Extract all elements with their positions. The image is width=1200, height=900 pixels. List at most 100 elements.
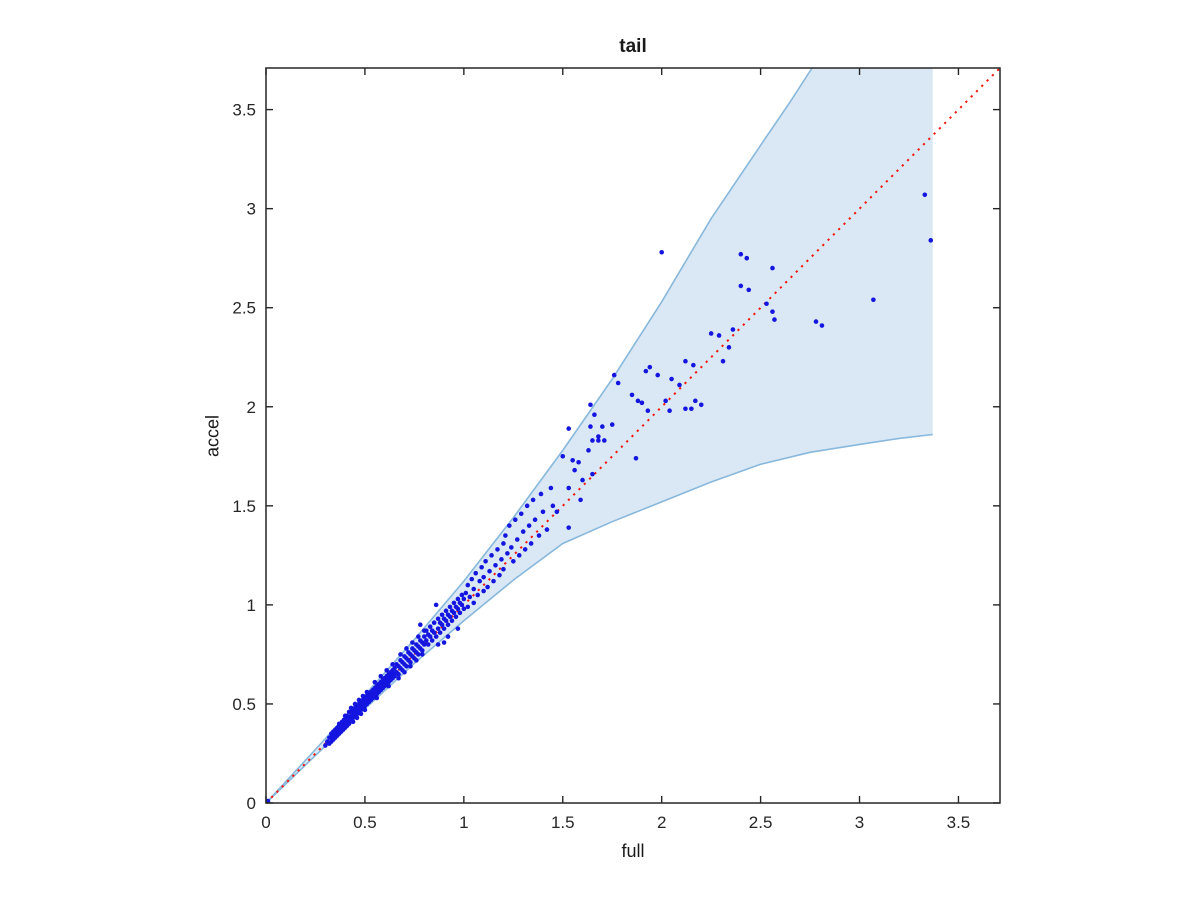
y-tick-label: 2 — [247, 398, 256, 417]
data-point — [586, 448, 591, 453]
data-point — [445, 634, 451, 639]
data-point — [566, 485, 572, 491]
data-point — [544, 527, 550, 532]
data-point — [489, 553, 494, 558]
data-point — [609, 422, 615, 427]
data-point — [439, 612, 445, 618]
data-point — [633, 455, 639, 461]
data-point — [643, 368, 649, 374]
data-point — [467, 594, 473, 600]
data-point — [374, 695, 380, 701]
data-point — [813, 319, 819, 324]
data-point — [421, 642, 427, 647]
data-point — [580, 477, 585, 483]
x-tick-label: 0.5 — [353, 813, 377, 832]
data-point — [471, 600, 477, 606]
data-point — [419, 652, 425, 657]
data-point — [392, 673, 397, 679]
data-point — [772, 317, 777, 322]
data-point — [922, 192, 928, 198]
data-point — [615, 380, 621, 386]
data-point — [386, 683, 391, 689]
data-point — [520, 529, 526, 534]
data-point — [746, 287, 752, 293]
data-point — [730, 327, 736, 332]
data-point — [477, 578, 482, 584]
data-point — [360, 693, 366, 699]
data-point — [507, 523, 512, 528]
data-point — [433, 602, 439, 608]
data-point — [572, 467, 577, 473]
data-point — [560, 454, 566, 459]
data-point — [425, 642, 431, 647]
data-point — [396, 671, 401, 677]
data-point — [465, 604, 471, 610]
data-point — [528, 541, 534, 546]
data-point — [453, 614, 459, 620]
data-point — [459, 592, 465, 598]
data-point — [691, 362, 696, 368]
data-point — [481, 574, 486, 580]
data-point — [720, 358, 726, 364]
x-tick-label: 1.5 — [551, 813, 575, 832]
data-point — [362, 707, 368, 713]
data-point — [602, 438, 607, 443]
data-point — [392, 665, 397, 671]
data-point — [698, 402, 704, 408]
data-point — [445, 622, 451, 627]
data-point — [441, 640, 447, 645]
data-point — [372, 679, 378, 685]
data-point — [708, 331, 714, 336]
data-point — [323, 743, 328, 748]
data-point — [548, 485, 554, 491]
data-point — [356, 697, 362, 703]
data-point — [576, 459, 581, 465]
data-point — [738, 251, 744, 257]
data-point — [645, 408, 651, 414]
data-point — [716, 333, 722, 338]
data-point — [524, 503, 530, 509]
y-tick-label: 1 — [247, 596, 256, 615]
data-point — [509, 545, 514, 550]
data-point — [501, 566, 506, 572]
data-point — [435, 626, 441, 631]
data-point — [578, 497, 583, 503]
data-point — [384, 667, 389, 673]
data-point — [683, 358, 688, 364]
y-tick-label: 3.5 — [232, 101, 256, 120]
data-point — [416, 634, 421, 639]
data-point — [693, 398, 698, 404]
data-point — [516, 553, 522, 558]
data-point — [770, 265, 775, 271]
data-point — [431, 620, 437, 626]
data-point — [473, 570, 479, 576]
data-point — [459, 602, 465, 608]
data-point — [364, 689, 370, 695]
data-point — [530, 497, 536, 503]
data-point — [554, 509, 560, 515]
data-point — [566, 525, 572, 530]
data-point — [590, 438, 595, 443]
data-point — [503, 533, 508, 538]
data-point — [495, 547, 500, 552]
confidence-band-lower-edge — [265, 433, 933, 804]
data-point — [419, 648, 425, 653]
y-tick-label: 0.5 — [232, 695, 256, 714]
data-point — [427, 624, 433, 629]
data-point — [447, 604, 453, 610]
data-point — [418, 622, 423, 627]
data-point — [689, 406, 694, 412]
data-point — [635, 398, 641, 404]
scatter-points — [265, 192, 934, 804]
data-point — [398, 652, 403, 657]
data-point — [423, 628, 429, 633]
data-point — [566, 426, 572, 431]
y-axis-label: accel — [202, 414, 223, 458]
data-point — [455, 626, 461, 631]
data-point — [536, 533, 542, 538]
data-point — [431, 630, 437, 635]
y-tick-label: 3 — [247, 200, 256, 219]
data-point — [435, 642, 441, 647]
